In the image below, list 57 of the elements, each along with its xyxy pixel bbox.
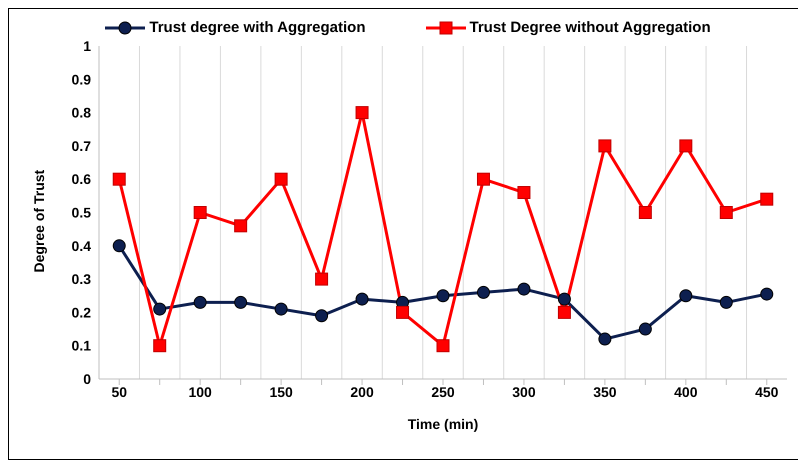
point (679, 289, 692, 302)
point (234, 296, 248, 309)
point (153, 339, 166, 352)
legend-label: Trust degree with Aggregation (149, 19, 366, 36)
point (760, 288, 774, 301)
point (234, 219, 248, 232)
x-axis-title: Time (min) (408, 416, 478, 432)
point (517, 186, 530, 200)
y-tick-label: 0.6 (72, 171, 92, 188)
y-tick-label: 0.1 (72, 338, 92, 354)
point (112, 172, 126, 186)
point (396, 306, 410, 319)
x-tick-label: 100 (188, 384, 212, 400)
point (315, 309, 328, 322)
x-tick-label: 450 (755, 384, 779, 400)
point (760, 192, 774, 206)
point (315, 272, 328, 286)
point (356, 292, 369, 306)
point (194, 296, 207, 309)
y-tick-label: 0.9 (72, 71, 92, 88)
y-tick-label: 0.4 (72, 238, 92, 254)
y-tick-label: 0.3 (72, 271, 92, 288)
point (638, 322, 652, 336)
x-tick-label: 400 (674, 384, 698, 400)
point (720, 206, 733, 219)
x-tick-label: 50 (111, 384, 128, 400)
point (476, 286, 490, 299)
y-tick-label: 0 (83, 370, 92, 387)
point (558, 306, 571, 319)
point (436, 339, 450, 352)
point (356, 106, 369, 120)
point (598, 332, 612, 346)
point (679, 139, 692, 152)
y-tick-label: 0.5 (72, 204, 92, 220)
point (436, 289, 450, 302)
x-tick-label: 300 (512, 384, 536, 400)
x-tick-label: 150 (269, 384, 294, 400)
x-tick-label: 200 (350, 384, 374, 400)
point (598, 139, 612, 152)
point (194, 206, 207, 219)
point (153, 302, 166, 316)
y-tick-label: 0.8 (72, 104, 92, 121)
point (112, 239, 126, 252)
y-tick-label: 0.7 (72, 138, 92, 154)
point (274, 172, 288, 186)
y-tick-label: 1 (83, 38, 92, 54)
point (476, 172, 490, 186)
legend-label: Trust Degree without Aggregation (470, 19, 711, 36)
point (558, 292, 571, 306)
point (517, 282, 530, 296)
y-tick-label: 0.2 (72, 304, 92, 320)
point (638, 206, 652, 219)
x-tick-label: 350 (593, 384, 617, 400)
y-axis-title: Degree of Trust (30, 169, 47, 272)
point (720, 296, 733, 309)
x-tick-label: 250 (431, 384, 455, 400)
point (274, 302, 288, 316)
